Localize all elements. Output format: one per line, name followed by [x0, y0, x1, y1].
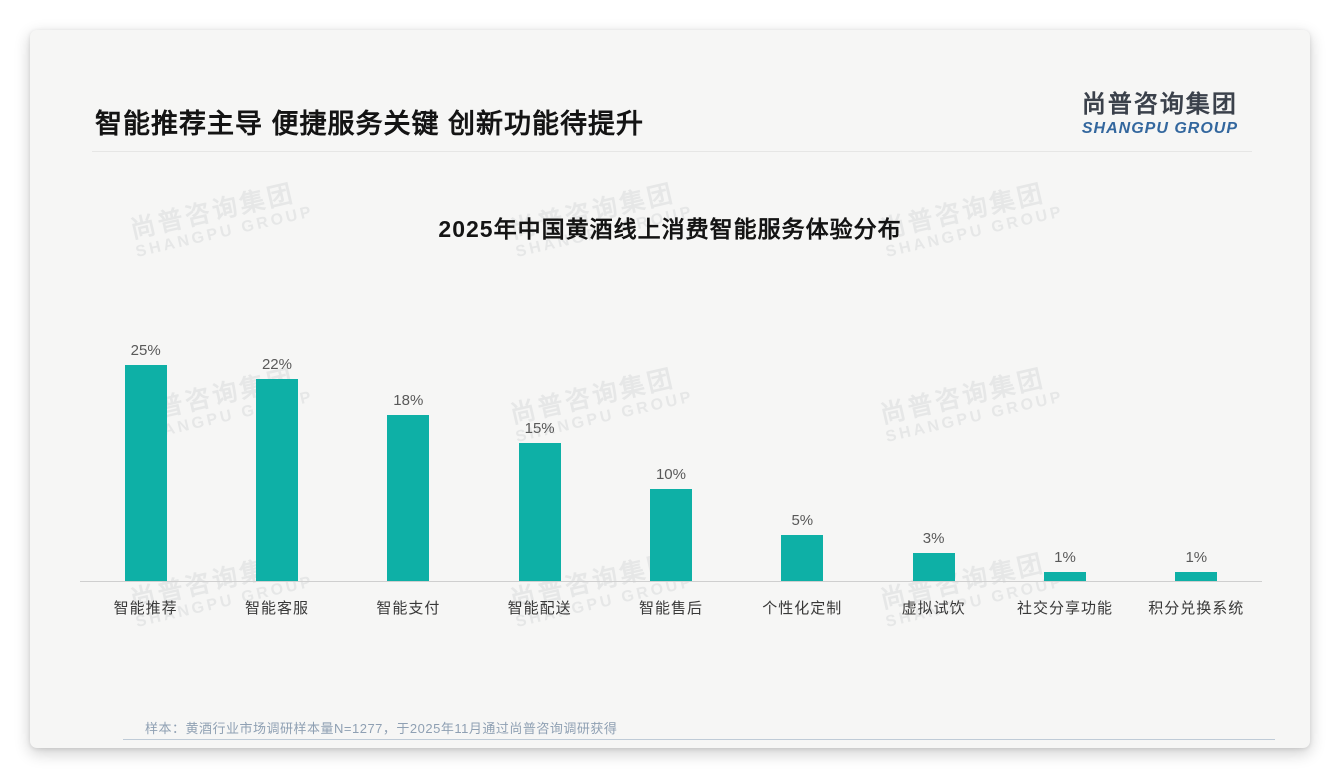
bar-column: 10%: [605, 342, 736, 581]
bar-chart-plot-area: 25% 22% 18% 15% 10% 5% 3% 1% 1%: [80, 342, 1262, 582]
bar-column: 22%: [211, 342, 342, 581]
bar: [387, 415, 430, 581]
bar-value-label: 15%: [524, 420, 555, 437]
header-divider: [92, 151, 1252, 152]
category-label: 虚拟试饮: [901, 600, 966, 617]
bar: [781, 535, 824, 581]
logo-chinese-text: 尚普咨询集团: [1081, 91, 1238, 118]
bar-column: 1%: [999, 342, 1130, 581]
chart-title: 2025年中国黄酒线上消费智能服务体验分布: [438, 216, 902, 242]
bar-column: 15%: [474, 342, 605, 581]
bar-value-label: 10%: [655, 466, 686, 483]
bar: [912, 553, 955, 581]
bar-column: 25%: [80, 342, 211, 581]
slide-card: 尚普咨询集团 SHANGPU GROUP 尚普咨询集团 SHANGPU GROUP 尚普…: [30, 30, 1310, 748]
bar-column: 5%: [737, 342, 868, 581]
category-label: 社交分享功能: [1016, 600, 1113, 617]
category-label: 智能推荐: [113, 600, 178, 617]
bar-column: 18%: [343, 342, 474, 581]
bar: [124, 365, 167, 581]
bar-column: 1%: [1131, 342, 1262, 581]
bar: [255, 379, 298, 581]
category-label: 智能售后: [638, 600, 703, 617]
category-label: 智能支付: [376, 600, 441, 617]
footer-divider: [123, 739, 1275, 740]
category-label: 智能客服: [244, 600, 309, 617]
bar-value-label: 1%: [1185, 549, 1208, 566]
bar: [649, 489, 692, 581]
bar: [518, 443, 561, 581]
page-title: 智能推荐主导 便捷服务关键 创新功能待提升: [95, 109, 645, 139]
category-label: 积分兑换系统: [1148, 600, 1245, 617]
category-label: 个性化定制: [762, 600, 843, 617]
bar: [1175, 572, 1218, 581]
category-label: 智能配送: [507, 600, 572, 617]
bar-value-label: 1%: [1054, 549, 1076, 566]
bar-value-label: 3%: [922, 530, 945, 547]
category-axis-labels: 智能推荐 智能客服 智能支付 智能配送 智能售后 个性化定制 虚拟试饮 社交分享功能 积分兑换系…: [80, 597, 1262, 618]
bar-column: 3%: [868, 342, 999, 581]
sample-note: 样本：黄酒行业市场调研样本量N=1277，于2025年11月通过尚普咨询调研获得: [145, 721, 618, 736]
bar-value-label: 5%: [791, 512, 814, 529]
logo-english-text: SHANGPU GROUP: [1081, 120, 1238, 137]
bar-value-label: 22%: [261, 356, 292, 373]
shangpu-logo: 尚普咨询集团 SHANGPU GROUP: [1082, 84, 1238, 138]
bar: [1043, 572, 1086, 581]
bar-value-label: 25%: [130, 342, 161, 359]
bar-value-label: 18%: [393, 392, 424, 409]
